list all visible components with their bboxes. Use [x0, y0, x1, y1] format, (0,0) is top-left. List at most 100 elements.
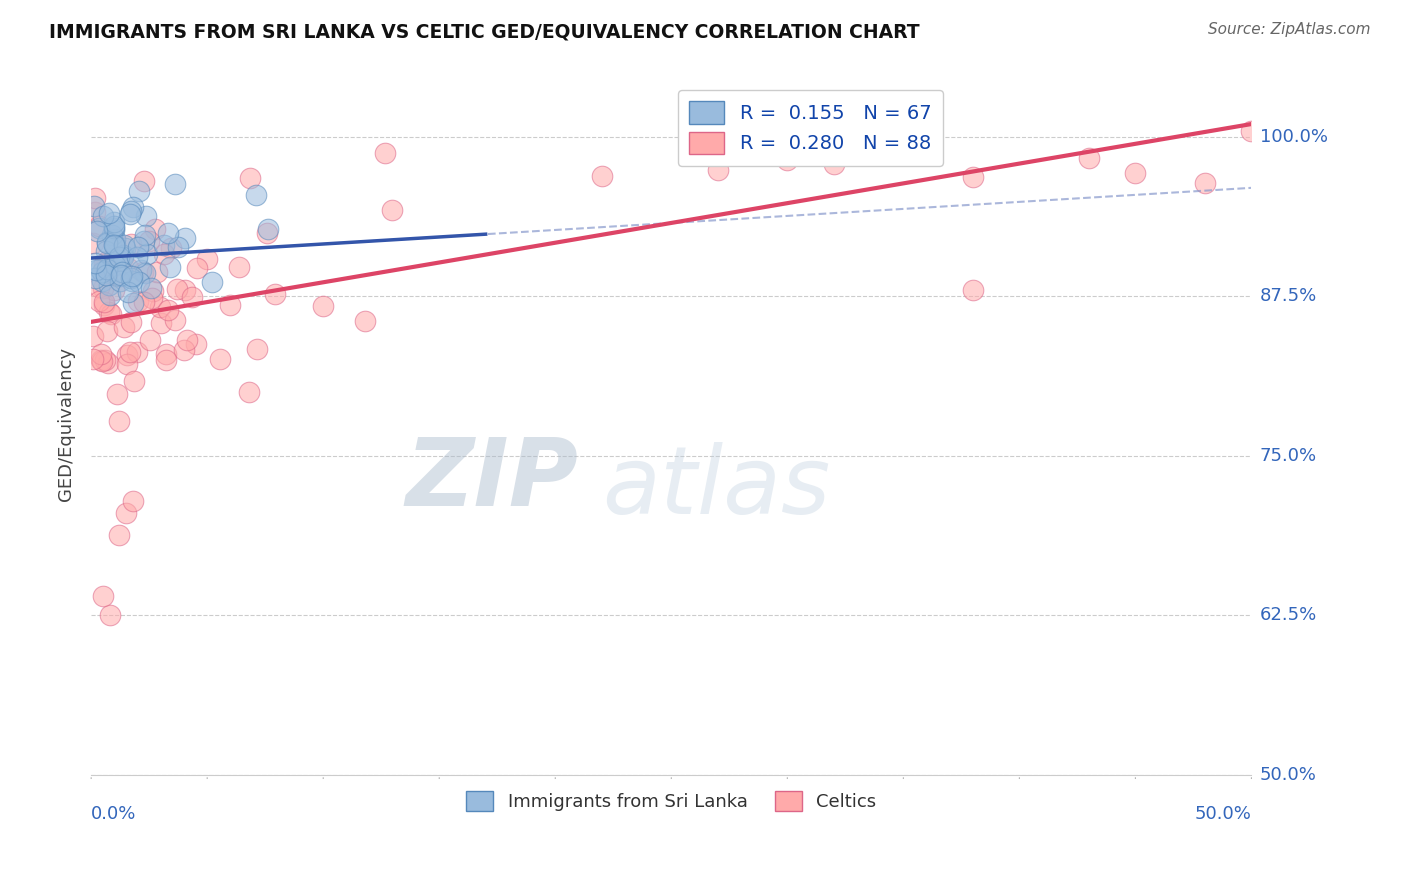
Point — [245, 188, 267, 202]
Point — [257, 221, 280, 235]
Point — [149, 300, 172, 314]
Point — [591, 169, 613, 183]
Text: 50.0%: 50.0% — [1260, 766, 1316, 784]
Point — [181, 290, 204, 304]
Point — [141, 281, 163, 295]
Point — [184, 336, 207, 351]
Point — [149, 316, 172, 330]
Point — [105, 387, 128, 401]
Point — [93, 298, 115, 312]
Point — [112, 237, 135, 252]
Point — [1078, 151, 1101, 165]
Point — [96, 268, 118, 282]
Text: IMMIGRANTS FROM SRI LANKA VS CELTIC GED/EQUIVALENCY CORRELATION CHART: IMMIGRANTS FROM SRI LANKA VS CELTIC GED/… — [49, 22, 920, 41]
Point — [173, 343, 195, 357]
Point — [1125, 165, 1147, 179]
Point — [90, 347, 112, 361]
Legend: Immigrants from Sri Lanka, Celtics: Immigrants from Sri Lanka, Celtics — [458, 784, 883, 819]
Point — [104, 232, 127, 246]
Point — [91, 589, 114, 603]
Point — [111, 250, 134, 264]
Point — [94, 244, 117, 258]
Point — [127, 250, 149, 264]
Point — [157, 227, 180, 241]
Point — [103, 220, 125, 235]
Point — [134, 234, 156, 248]
Y-axis label: GED/Equivalency: GED/Equivalency — [58, 347, 75, 501]
Point — [141, 291, 163, 305]
Point — [173, 231, 195, 245]
Point — [128, 184, 150, 198]
Point — [381, 202, 404, 217]
Point — [1240, 123, 1263, 137]
Point — [108, 268, 131, 283]
Point — [238, 385, 260, 400]
Point — [89, 221, 111, 235]
Point — [112, 320, 135, 334]
Point — [706, 162, 728, 177]
Point — [97, 278, 120, 293]
Point — [160, 241, 183, 255]
Text: 100.0%: 100.0% — [1260, 128, 1327, 145]
Point — [134, 174, 156, 188]
Point — [115, 506, 138, 520]
Point — [120, 237, 142, 252]
Point — [103, 215, 125, 229]
Point — [121, 274, 143, 288]
Point — [823, 157, 845, 171]
Point — [134, 266, 156, 280]
Point — [90, 274, 112, 288]
Point — [127, 344, 149, 359]
Point — [91, 354, 114, 368]
Point — [84, 191, 107, 205]
Point — [103, 223, 125, 237]
Point — [104, 258, 127, 272]
Point — [176, 334, 198, 348]
Point — [117, 260, 139, 275]
Point — [195, 252, 218, 266]
Point — [103, 283, 125, 297]
Point — [139, 333, 162, 347]
Point — [127, 294, 149, 309]
Point — [103, 219, 125, 234]
Point — [165, 177, 187, 191]
Point — [90, 353, 112, 368]
Point — [134, 227, 156, 242]
Point — [166, 282, 188, 296]
Point — [122, 200, 145, 214]
Point — [103, 238, 125, 252]
Text: 62.5%: 62.5% — [1260, 607, 1317, 624]
Text: Source: ZipAtlas.com: Source: ZipAtlas.com — [1208, 22, 1371, 37]
Point — [962, 283, 984, 297]
Point — [312, 300, 335, 314]
Point — [143, 222, 166, 236]
Point — [155, 347, 177, 361]
Point — [1194, 176, 1216, 190]
Point — [117, 348, 139, 362]
Point — [91, 265, 114, 279]
Point — [87, 294, 110, 309]
Point — [98, 305, 121, 319]
Point — [131, 265, 153, 279]
Point — [153, 237, 176, 252]
Point — [136, 247, 159, 261]
Text: 0.0%: 0.0% — [91, 805, 136, 823]
Point — [83, 204, 105, 219]
Point — [82, 351, 104, 366]
Point — [110, 274, 132, 288]
Point — [117, 285, 139, 299]
Point — [97, 206, 120, 220]
Point — [142, 284, 165, 298]
Point — [264, 287, 287, 301]
Point — [118, 207, 141, 221]
Text: atlas: atlas — [602, 442, 830, 533]
Point — [115, 357, 138, 371]
Point — [962, 169, 984, 184]
Point — [138, 234, 160, 248]
Point — [82, 235, 104, 250]
Point — [228, 260, 250, 274]
Point — [107, 253, 129, 268]
Point — [114, 241, 136, 255]
Point — [96, 324, 118, 338]
Point — [89, 280, 111, 294]
